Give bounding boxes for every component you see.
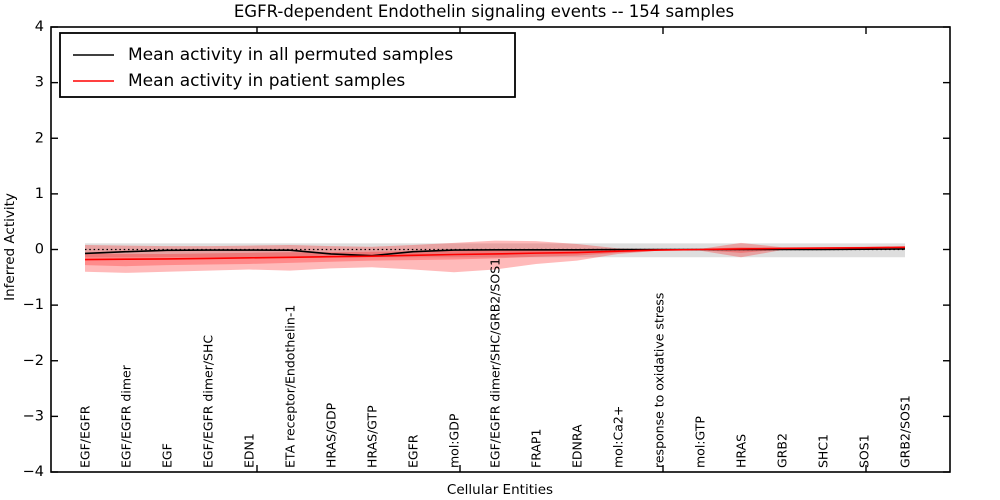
x-axis-label: Cellular Entities [447, 482, 553, 498]
x-tick-label: SOS1 [857, 434, 872, 468]
x-tick-label: HRAS [734, 434, 749, 468]
x-tick-label: EGF/EGFR dimer/SHC [201, 335, 216, 468]
axis-ticks [51, 26, 950, 473]
series-line-1 [84, 246, 906, 261]
x-tick-label: EGFR [406, 434, 421, 468]
y-tick-label: −4 [23, 464, 44, 480]
legend-label-patient: Mean activity in patient samples [128, 71, 405, 91]
x-tick-label: EGF/EGFR dimer [119, 364, 134, 468]
legend-box [59, 32, 516, 98]
x-tick-label: SHC1 [816, 434, 831, 468]
y-tick-label: −3 [23, 408, 44, 424]
series-line-0 [84, 248, 906, 257]
x-tick-label: EDN1 [242, 433, 257, 468]
x-tick-label: mol:Ca2+ [611, 406, 626, 468]
x-tick-labels: EGF/EGFR EGF/EGFR dimer EGF EGF/EGFR dimer/… [78, 258, 913, 468]
chart-title: EGFR-dependent Endothelin signaling even… [234, 2, 734, 21]
legend: Mean activity in all permuted samples Me… [59, 32, 516, 98]
y-tick-label: 3 [35, 75, 44, 91]
band-patient-inner [85, 246, 905, 267]
y-tick-label: −1 [23, 297, 44, 313]
x-tick-label: HRAS/GDP [324, 402, 339, 468]
x-tick-label: EDNRA [570, 424, 585, 468]
series-lines [84, 246, 906, 261]
x-tick-label: FRAP1 [529, 429, 544, 468]
y-tick-label: 0 [35, 242, 44, 258]
y-tick-label: 2 [35, 130, 44, 146]
x-tick-label: GRB2 [775, 433, 790, 468]
band-patient-outer [85, 240, 905, 273]
x-tick-label: EGF/EGFR dimer/SHC/GRB2/SOS1 [488, 258, 503, 468]
x-tick-label: mol:GDP [447, 413, 462, 468]
y-tick-label: 1 [35, 186, 44, 202]
x-tick-label: EGF/EGFR [78, 405, 93, 468]
x-tick-label: GRB2/SOS1 [898, 395, 913, 468]
x-tick-label: EGF [160, 443, 175, 468]
y-tick-label: 4 [35, 19, 44, 35]
y-tick-label: −2 [23, 353, 44, 369]
y-tick-labels: 4 3 2 1 0 −1 −2 −3 −4 [23, 19, 44, 480]
legend-label-permuted: Mean activity in all permuted samples [128, 45, 453, 65]
y-axis-label: Inferred Activity [2, 193, 18, 301]
x-tick-label: ETA receptor/Endothelin-1 [283, 305, 298, 468]
x-tick-label: mol:GTP [693, 416, 708, 468]
x-tick-label: HRAS/GTP [365, 405, 380, 468]
x-tick-label: response to oxidative stress [652, 293, 667, 468]
